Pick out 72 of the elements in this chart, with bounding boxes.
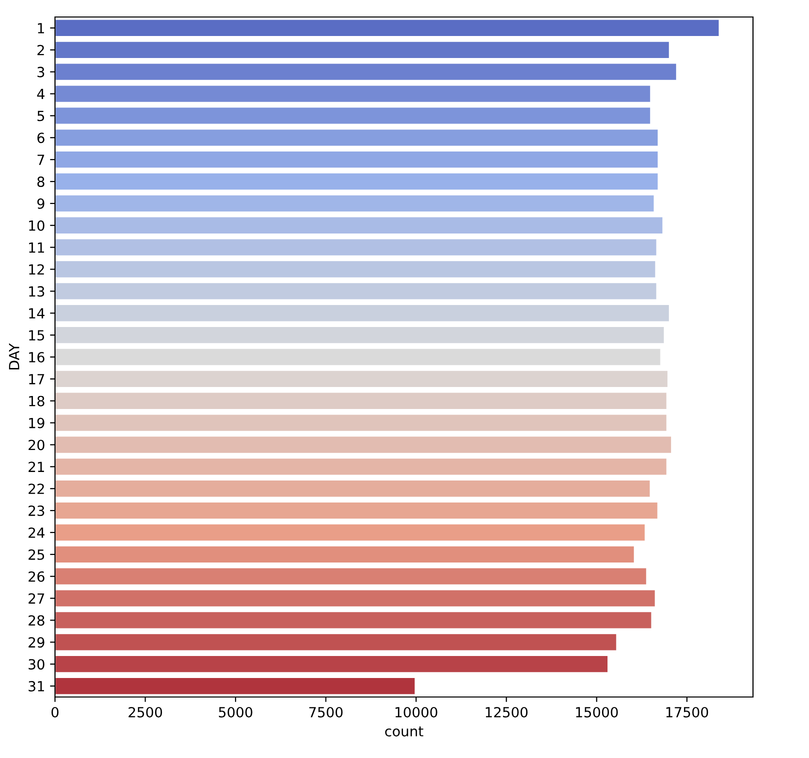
bar [55, 238, 658, 257]
bar [55, 544, 636, 564]
y-tick-label: 23 [28, 506, 44, 516]
bar [55, 566, 648, 586]
y-tick-label: 6 [37, 132, 44, 144]
bar [55, 106, 652, 126]
y-tick-label: 15 [29, 330, 44, 341]
y-tick-label: 31 [28, 681, 44, 692]
bar [55, 348, 662, 366]
bar [55, 654, 609, 674]
bar [55, 413, 668, 432]
x-tick-label: 17500 [666, 706, 708, 718]
y-tick-label: 11 [29, 242, 44, 253]
bar [55, 676, 416, 696]
bar [55, 172, 660, 191]
x-tick-label: 10000 [396, 706, 438, 718]
bar [55, 194, 656, 213]
y-tick-label: 12 [29, 264, 44, 275]
y-tick-label: 25 [28, 549, 44, 560]
y-tick-label: 3 [38, 66, 44, 78]
y-tick-label: 20 [28, 440, 44, 450]
y-tick-label: 30 [28, 659, 44, 670]
y-tick-label: 21 [28, 462, 44, 472]
y-tick-label: 7 [38, 154, 44, 165]
y-tick-label: 2 [37, 44, 44, 56]
bar [55, 435, 672, 454]
x-tick-label: 15000 [576, 706, 618, 718]
bar [55, 260, 657, 279]
x-tick-label: 0 [51, 706, 58, 718]
y-axis-title: DAY [9, 343, 20, 370]
bar [55, 62, 678, 82]
y-tick-label: 28 [28, 615, 44, 626]
y-tick-label: 8 [37, 176, 44, 187]
x-tick-label: 5000 [218, 706, 252, 718]
bar [55, 369, 669, 388]
bar [55, 479, 652, 498]
x-axis-title: count [385, 726, 424, 736]
y-tick-label: 9 [37, 198, 44, 209]
x-tick-label: 2500 [128, 706, 162, 718]
y-tick-label: 27 [28, 593, 44, 604]
y-tick-label: 5 [38, 110, 44, 122]
bar [55, 523, 646, 542]
bar [55, 84, 652, 104]
bar [55, 282, 658, 301]
bar [55, 326, 666, 345]
bar [55, 457, 668, 476]
bar [55, 40, 670, 60]
bar [55, 610, 653, 630]
y-tick-label: 24 [28, 527, 44, 538]
bar [55, 588, 656, 608]
y-tick-label: 19 [29, 418, 44, 428]
y-tick-label: 1 [38, 23, 44, 34]
y-tick-label: 22 [28, 484, 44, 494]
bar [55, 150, 660, 170]
bar [55, 128, 660, 148]
y-tick-label: 16 [29, 352, 44, 362]
x-tick-label: 7500 [309, 706, 343, 718]
y-tick-label: 18 [29, 396, 44, 406]
y-tick-label: 10 [29, 220, 44, 231]
bar [55, 304, 670, 323]
y-tick-label: 14 [29, 308, 44, 318]
y-tick-label: 26 [28, 571, 44, 582]
bar [55, 216, 664, 235]
bar [55, 632, 618, 652]
x-tick-label: 12500 [486, 706, 528, 718]
y-tick-label: 29 [28, 637, 44, 648]
bar [55, 501, 659, 520]
bar [55, 18, 720, 38]
y-tick-label: 4 [37, 88, 44, 100]
y-tick-label: 17 [29, 374, 44, 384]
y-tick-label: 13 [29, 286, 44, 297]
bar [55, 391, 668, 410]
